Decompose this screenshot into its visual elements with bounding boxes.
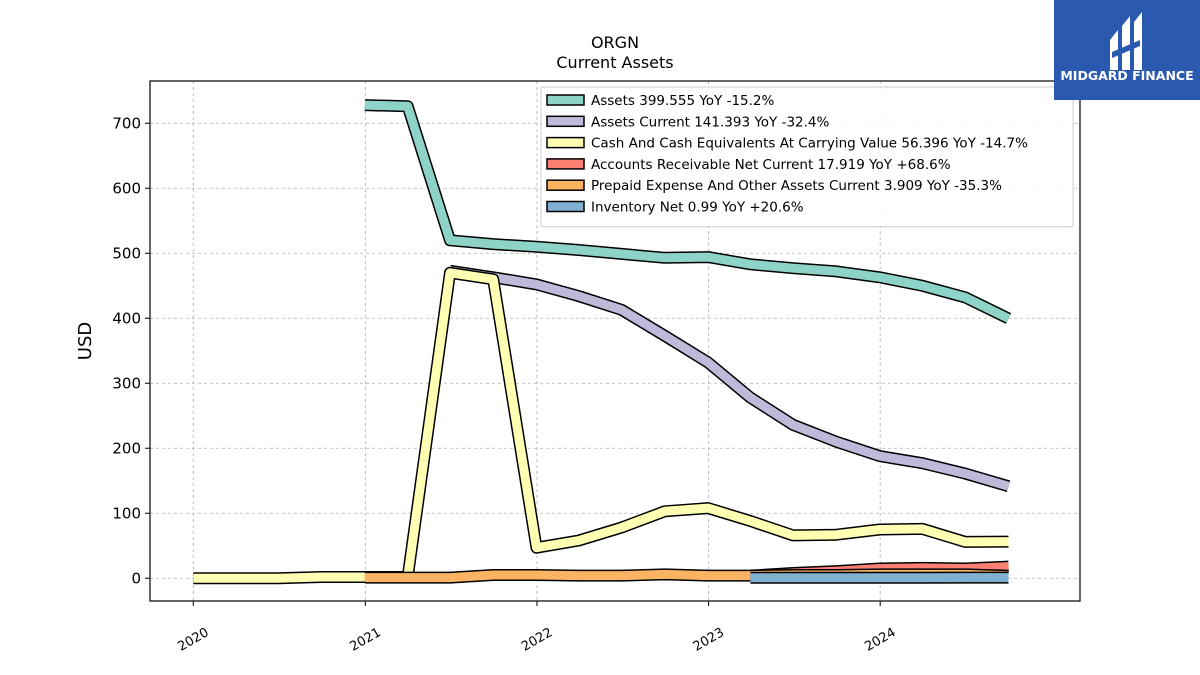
- logo-mark-icon: [1110, 12, 1142, 70]
- y-axis-label: USD: [75, 322, 96, 360]
- legend-label: Assets Current 141.393 YoY -32.4%: [591, 114, 830, 130]
- series-line: [364, 100, 1011, 323]
- plot-frame: [149, 80, 1081, 602]
- legend-label: Prepaid Expense And Other Assets Current…: [591, 178, 1002, 194]
- legend-swatch: [546, 179, 585, 191]
- y-tick-label: 600: [112, 179, 141, 197]
- legend-swatch: [546, 200, 585, 213]
- legend-label: Accounts Receivable Net Current 17.919 Y…: [591, 157, 951, 173]
- legend-label: Cash And Cash Equivalents At Carrying Va…: [591, 136, 1028, 152]
- y-tick-label: 0: [131, 569, 141, 587]
- legend-label: Inventory Net 0.99 YoY +20.6%: [591, 200, 804, 216]
- brand-logo: MIDGARD FINANCE: [1054, 0, 1200, 100]
- legend-swatch: [546, 158, 585, 170]
- y-tick-label: 500: [112, 244, 141, 262]
- series-assets-current: [449, 264, 1011, 493]
- y-tick-label: 400: [112, 309, 141, 327]
- legend-label: Assets 399.555 YoY -15.2%: [591, 93, 775, 109]
- series-assets: [364, 99, 1012, 324]
- series-line: [449, 266, 1010, 491]
- legend-swatch: [546, 136, 585, 149]
- legend-swatch: [546, 115, 585, 128]
- y-tick-label: 100: [112, 504, 141, 522]
- y-tick-label: 200: [112, 439, 141, 457]
- legend-box: [540, 86, 1074, 228]
- chart-subtitle: Current Assets: [556, 53, 673, 72]
- series-layer: [193, 99, 1012, 585]
- chart-title: ORGN: [591, 33, 639, 52]
- y-tick-label: 700: [112, 114, 141, 132]
- legend-swatch: [546, 94, 585, 106]
- legend: Assets 399.555 YoY -15.2% Assets Current …: [540, 86, 1074, 228]
- brand-name: MIDGARD FINANCE: [1060, 68, 1193, 83]
- y-tick-label: 300: [112, 374, 141, 392]
